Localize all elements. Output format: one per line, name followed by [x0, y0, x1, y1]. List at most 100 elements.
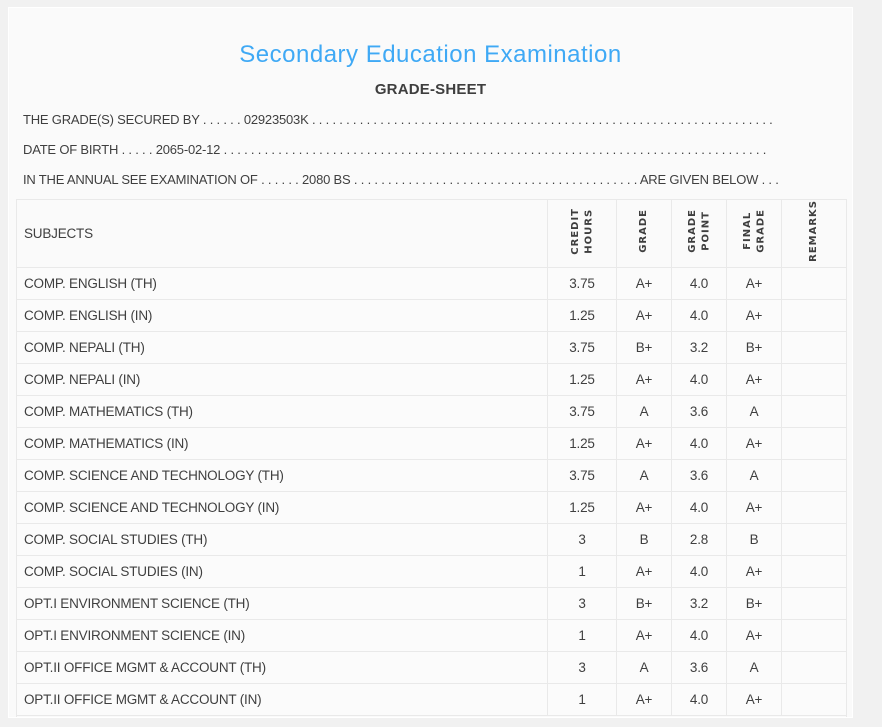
grade-column-header: GRADE: [616, 199, 672, 268]
dot-leader: . . .: [761, 172, 779, 187]
remarks-cell: [781, 490, 847, 524]
grade-point-cell: 3.2: [671, 586, 727, 620]
table-row: COMP. SOCIAL STUDIES (TH) 3 B 2.8 B: [16, 522, 847, 556]
grade-cell: A+: [616, 362, 672, 396]
grade-table-header: SUBJECTS CREDIT HOURS GRADE GRADE POINT …: [16, 199, 847, 268]
remarks-cell: [781, 650, 847, 684]
credit-hours-cell: 1.25: [547, 490, 617, 524]
final-grade-cell: A: [726, 394, 782, 428]
grade-cell: A+: [616, 554, 672, 588]
table-row: COMP. NEPALI (TH) 3.75 B+ 3.2 B+: [16, 330, 847, 364]
table-row: COMP. SCIENCE AND TECHNOLOGY (IN) 1.25 A…: [16, 490, 847, 524]
remarks-cell: [781, 586, 847, 620]
subject-cell: COMP. SOCIAL STUDIES (TH): [16, 522, 548, 556]
credit-hours-cell: 3.75: [547, 330, 617, 364]
examination-year-value: 2080 BS: [302, 172, 351, 187]
final-grade-vertical-label: FINAL GRADE: [741, 209, 767, 253]
subject-cell: OPT.II OFFICE MGMT & ACCOUNT (TH): [16, 650, 548, 684]
final-grade-cell: A+: [726, 490, 782, 524]
final-grade-cell: A: [726, 458, 782, 492]
grade-cell: B+: [616, 586, 672, 620]
credit-hours-cell: 3.75: [547, 266, 617, 300]
subject-cell: COMP. MATHEMATICS (TH): [16, 394, 548, 428]
candidate-info-block: THE GRADE(S) SECURED BY . . . . . . 0292…: [9, 105, 852, 195]
dot-leader: . . . . . . . . . . . . . . . . . . . . …: [223, 142, 767, 157]
credit-hours-column-header: CREDIT HOURS: [547, 199, 617, 268]
final-grade-cell: A+: [726, 682, 782, 716]
credit-hours-cell: 1.25: [547, 362, 617, 396]
remarks-cell: [781, 266, 847, 300]
grade-point-cell: 4.0: [671, 298, 727, 332]
final-grade-cell: A+: [726, 362, 782, 396]
grade-point-cell: 4.0: [671, 682, 727, 716]
final-grade-cell: A+: [726, 298, 782, 332]
grade-cell: A: [616, 394, 672, 428]
header-row: SUBJECTS CREDIT HOURS GRADE GRADE POINT …: [16, 199, 847, 268]
remarks-cell: [781, 618, 847, 652]
final-grade-cell: B: [726, 522, 782, 556]
date-of-birth-value: 2065-02-12: [155, 142, 221, 157]
credit-hours-cell: 1: [547, 618, 617, 652]
grade-cell: A: [616, 650, 672, 684]
table-row: COMP. NEPALI (IN) 1.25 A+ 4.0 A+: [16, 362, 847, 396]
grade-cell: A: [616, 458, 672, 492]
credit-hours-cell: 1.25: [547, 298, 617, 332]
grade-point-cell: 3.2: [671, 330, 727, 364]
grade-table-footer: GRADE POINT AVERAGE (GPA) : 3.58: [16, 714, 847, 717]
subject-cell: COMP. ENGLISH (IN): [16, 298, 548, 332]
remarks-vertical-label: REMARKS: [808, 200, 820, 262]
table-row: OPT.II OFFICE MGMT & ACCOUNT (TH) 3 A 3.…: [16, 650, 847, 684]
grade-point-column-header: GRADE POINT: [671, 199, 727, 268]
subject-cell: COMP. MATHEMATICS (IN): [16, 426, 548, 460]
final-grade-cell: A+: [726, 554, 782, 588]
table-row: COMP. MATHEMATICS (IN) 1.25 A+ 4.0 A+: [16, 426, 847, 460]
remarks-column-header: REMARKS: [781, 199, 847, 268]
remarks-cell: [781, 522, 847, 556]
grade-point-cell: 4.0: [671, 618, 727, 652]
final-grade-cell: B+: [726, 586, 782, 620]
subject-cell: OPT.I ENVIRONMENT SCIENCE (IN): [16, 618, 548, 652]
credit-hours-cell: 3: [547, 586, 617, 620]
remarks-cell: [781, 298, 847, 332]
grade-point-cell: 3.6: [671, 394, 727, 428]
grade-cell: B+: [616, 330, 672, 364]
grade-cell: A+: [616, 490, 672, 524]
are-given-below-label: ARE GIVEN BELOW: [639, 172, 759, 187]
table-row: COMP. SCIENCE AND TECHNOLOGY (TH) 3.75 A…: [16, 458, 847, 492]
remarks-cell: [781, 458, 847, 492]
credit-hours-cell: 3.75: [547, 394, 617, 428]
subject-cell: OPT.I ENVIRONMENT SCIENCE (TH): [16, 586, 548, 620]
final-grade-cell: B+: [726, 330, 782, 364]
remarks-cell: [781, 426, 847, 460]
date-of-birth-label: DATE OF BIRTH: [23, 142, 119, 157]
final-grade-column-header: FINAL GRADE: [726, 199, 782, 268]
subject-cell: COMP. SCIENCE AND TECHNOLOGY (IN): [16, 490, 548, 524]
dot-leader: . . . . . . . . . . . . . . . . . . . . …: [311, 112, 773, 127]
subject-cell: COMP. SCIENCE AND TECHNOLOGY (TH): [16, 458, 548, 492]
grade-point-cell: 4.0: [671, 554, 727, 588]
credit-hours-cell: 1.25: [547, 426, 617, 460]
grade-point-cell: 3.6: [671, 458, 727, 492]
grade-cell: A+: [616, 682, 672, 716]
page-title: Secondary Education Examination: [239, 41, 622, 68]
gpa-row: GRADE POINT AVERAGE (GPA) : 3.58: [16, 714, 847, 717]
gpa-cell: GRADE POINT AVERAGE (GPA) : 3.58: [16, 714, 847, 717]
subject-cell: COMP. SOCIAL STUDIES (IN): [16, 554, 548, 588]
table-row: COMP. ENGLISH (IN) 1.25 A+ 4.0 A+: [16, 298, 847, 332]
grade-cell: A+: [616, 298, 672, 332]
info-line-examination-of: IN THE ANNUAL SEE EXAMINATION OF . . . .…: [23, 165, 838, 195]
credit-hours-cell: 3: [547, 522, 617, 556]
subject-cell: COMP. ENGLISH (TH): [16, 266, 548, 300]
grade-cell: A+: [616, 618, 672, 652]
secured-by-label: THE GRADE(S) SECURED BY: [23, 112, 200, 127]
table-row: OPT.II OFFICE MGMT & ACCOUNT (IN) 1 A+ 4…: [16, 682, 847, 716]
credit-hours-vertical-label: CREDIT HOURS: [569, 207, 595, 255]
final-grade-cell: A+: [726, 618, 782, 652]
final-grade-cell: A+: [726, 266, 782, 300]
remarks-cell: [781, 554, 847, 588]
grade-cell: A+: [616, 266, 672, 300]
grade-point-cell: 3.6: [671, 650, 727, 684]
dot-leader: . . . . . .: [261, 172, 299, 187]
subject-cell: COMP. NEPALI (IN): [16, 362, 548, 396]
dot-leader: . . . . . .: [202, 112, 241, 127]
